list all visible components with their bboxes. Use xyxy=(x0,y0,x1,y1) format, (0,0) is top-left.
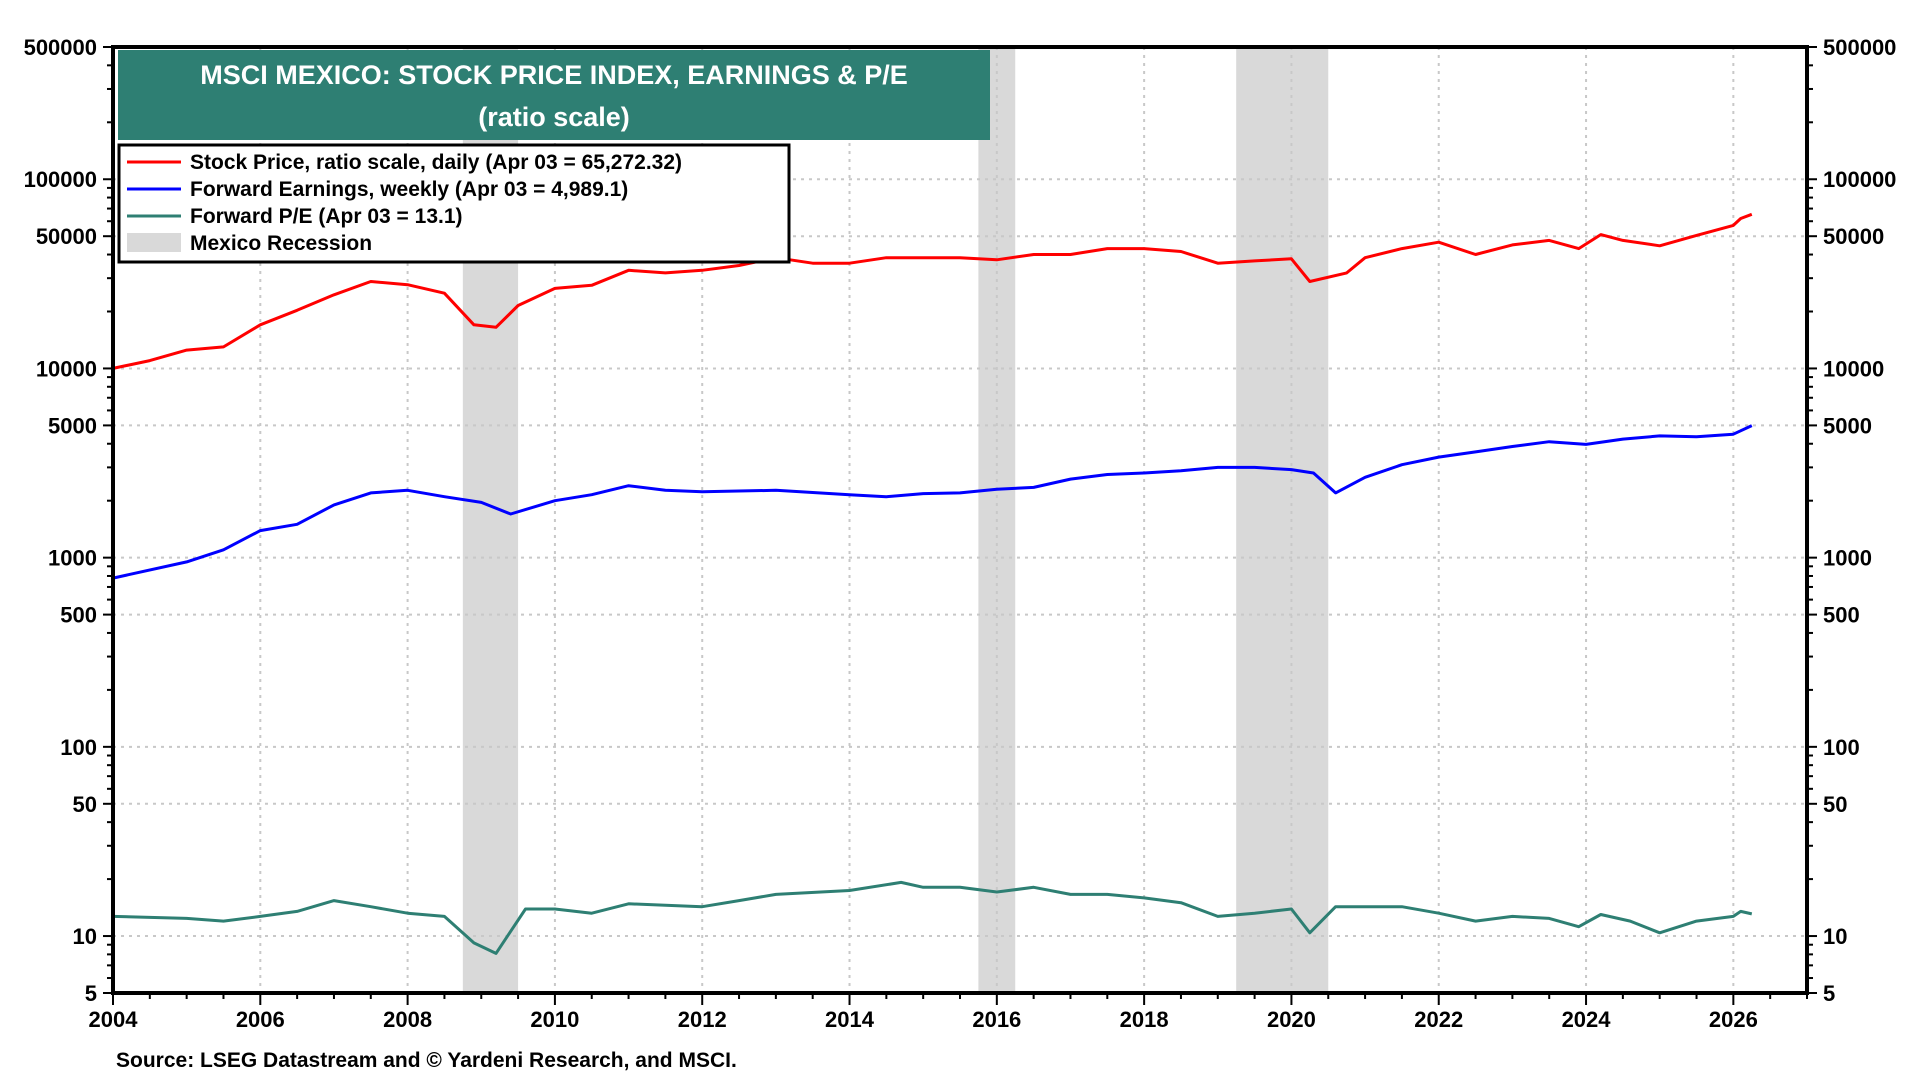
y-tick-label-left: 500 xyxy=(60,603,97,628)
y-tick-label-right: 100 xyxy=(1823,735,1860,760)
x-tick-label: 2016 xyxy=(972,1007,1021,1032)
source-note: Source: LSEG Datastream and © Yardeni Re… xyxy=(116,1049,737,1072)
x-tick-label: 2026 xyxy=(1709,1007,1758,1032)
y-tick-label-left: 100000 xyxy=(24,167,97,192)
x-tick-label: 2022 xyxy=(1414,1007,1463,1032)
x-tick-label: 2010 xyxy=(530,1007,579,1032)
legend-label-recession: Mexico Recession xyxy=(190,232,372,255)
series-lines xyxy=(112,212,1753,955)
series-line-forward-earnings xyxy=(112,424,1753,580)
chart-subtitle: (ratio scale) xyxy=(478,102,630,132)
y-tick-label-left: 10000 xyxy=(36,356,97,381)
title-box: MSCI MEXICO: STOCK PRICE INDEX, EARNINGS… xyxy=(118,50,990,140)
chart-title: MSCI MEXICO: STOCK PRICE INDEX, EARNINGS… xyxy=(200,60,908,90)
series-line-forward-pe xyxy=(112,880,1753,955)
legend: Stock Price, ratio scale, daily (Apr 03 … xyxy=(117,143,791,264)
y-tick-label-left: 10 xyxy=(73,924,97,949)
y-tick-label-right: 500000 xyxy=(1823,35,1896,60)
legend-label-stock-price: Stock Price, ratio scale, daily (Apr 03 … xyxy=(190,151,682,174)
recession-band xyxy=(1236,47,1329,993)
x-tick-label: 2004 xyxy=(89,1007,139,1032)
y-tick-label-right: 5 xyxy=(1823,981,1835,1006)
legend-label-forward-pe: Forward P/E (Apr 03 = 13.1) xyxy=(190,205,463,228)
y-tick-label-left: 5000 xyxy=(48,413,97,438)
y-tick-label-left: 100 xyxy=(60,735,97,760)
legend-swatch-recession xyxy=(127,233,181,252)
y-tick-label-right: 10 xyxy=(1823,924,1847,949)
y-tick-label-left: 500000 xyxy=(24,35,97,60)
x-tick-label: 2024 xyxy=(1562,1007,1612,1032)
y-tick-label-right: 1000 xyxy=(1823,546,1872,571)
legend-label-forward-earnings: Forward Earnings, weekly (Apr 03 = 4,989… xyxy=(190,178,628,201)
axes: 500000 500000 100000 100000 50000 50000 10000 1… xyxy=(24,35,1897,1032)
y-tick-label-left: 50 xyxy=(73,792,97,817)
x-tick-label: 2020 xyxy=(1267,1007,1316,1032)
x-tick-label: 2012 xyxy=(678,1007,727,1032)
y-tick-label-right: 5000 xyxy=(1823,413,1872,438)
y-tick-label-right: 100000 xyxy=(1823,167,1896,192)
series-line-stock-price xyxy=(112,212,1753,370)
y-tick-label-right: 500 xyxy=(1823,603,1860,628)
y-tick-label-right: 50000 xyxy=(1823,224,1884,249)
x-tick-label: 2018 xyxy=(1120,1007,1169,1032)
x-tick-label: 2006 xyxy=(236,1007,285,1032)
y-tick-label-left: 1000 xyxy=(48,546,97,571)
y-tick-label-right: 50 xyxy=(1823,792,1847,817)
y-tick-label-right: 10000 xyxy=(1823,356,1884,381)
x-tick-label: 2014 xyxy=(825,1007,875,1032)
y-tick-label-left: 5 xyxy=(85,981,97,1006)
x-tick-label: 2008 xyxy=(383,1007,432,1032)
y-tick-label-left: 50000 xyxy=(36,224,97,249)
